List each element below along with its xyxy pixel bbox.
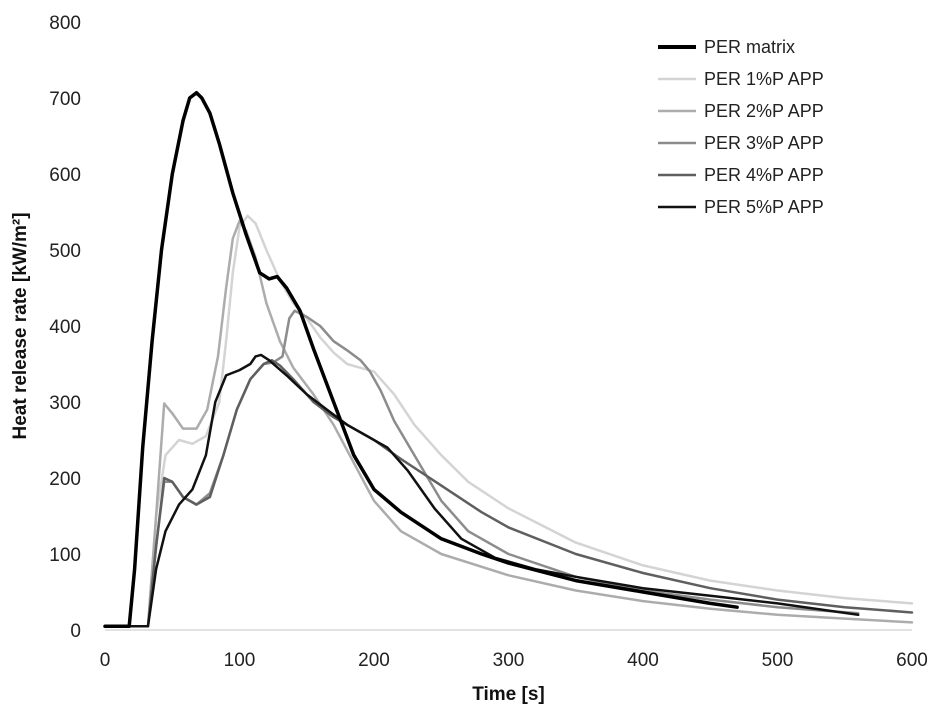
y-tick-label: 0	[70, 621, 81, 642]
legend: PER matrix PER 1%P APP PER 2%P APP PER 3%P …	[658, 37, 824, 217]
legend-label: PER 3%P APP	[704, 133, 824, 153]
x-tick-label: 100	[224, 650, 256, 671]
y-tick-label: 400	[49, 317, 81, 338]
y-tick-label: 300	[49, 393, 81, 414]
x-tick-label: 600	[896, 650, 928, 671]
y-tick-label: 500	[49, 241, 81, 262]
x-axis-title: Time [s]	[472, 684, 545, 705]
y-tick-label: 800	[49, 13, 81, 34]
series-layer	[103, 90, 914, 628]
legend-label: PER matrix	[704, 37, 795, 57]
x-tick-label: 500	[762, 650, 794, 671]
axes: 0 100 200 300 400 500 600 0 100 200 300 400 500 600 70…	[49, 13, 928, 671]
y-tick-label: 700	[49, 89, 81, 110]
series-line-1	[103, 90, 739, 628]
series-line-5	[103, 358, 914, 628]
series-line-6	[103, 353, 860, 628]
legend-label: PER 1%P APP	[704, 69, 824, 89]
y-tick-label: 600	[49, 165, 81, 186]
y-tick-label: 100	[49, 545, 81, 566]
x-tick-label: 300	[493, 650, 525, 671]
legend-label: PER 2%P APP	[704, 101, 824, 121]
y-tick-label: 200	[49, 469, 81, 490]
x-tick-label: 0	[100, 650, 111, 671]
x-tick-label: 200	[358, 650, 390, 671]
legend-label: PER 5%P APP	[704, 197, 824, 217]
y-axis-title: Heat release rate [kW/m²]	[10, 212, 31, 439]
series-line-3	[103, 219, 914, 628]
legend-label: PER 4%P APP	[704, 165, 824, 185]
x-tick-label: 400	[627, 650, 659, 671]
